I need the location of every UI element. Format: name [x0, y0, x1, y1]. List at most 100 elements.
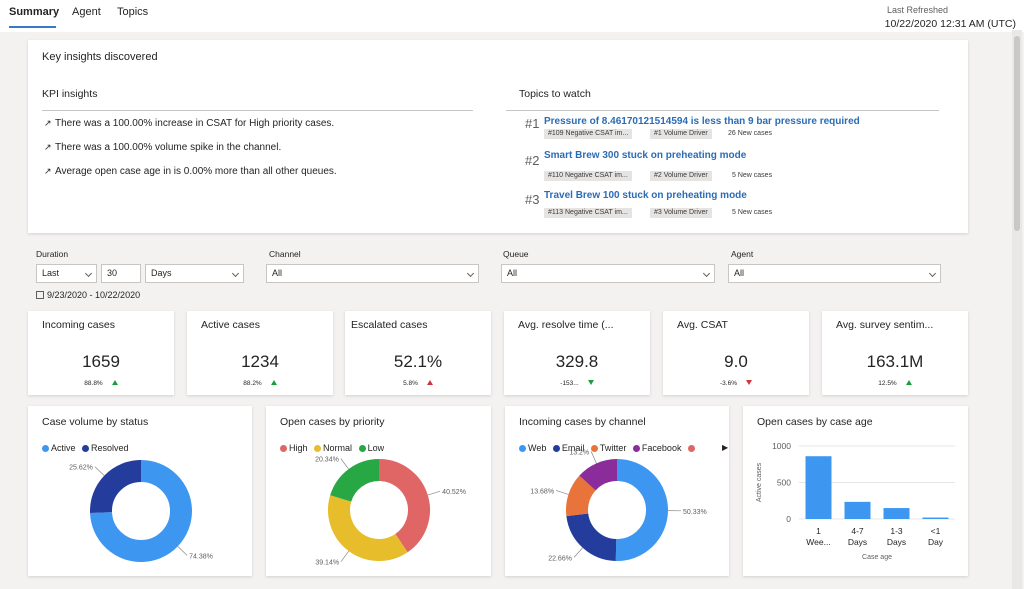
topic-tag-volume: #2 Volume Driver	[650, 171, 712, 181]
queue-select[interactable]: All	[501, 264, 715, 283]
bar-1[interactable]	[805, 456, 832, 519]
legend-dot	[314, 445, 322, 452]
chart-card-incoming-cases-by-channel: Incoming cases by channel Web Email Twit…	[505, 406, 729, 576]
duration-count-input[interactable]: 30	[101, 264, 141, 283]
legend-label: Active	[51, 443, 76, 453]
topic-link[interactable]: Travel Brew 100 stuck on preheating mode	[544, 190, 747, 201]
chart-card-open-cases-by-case-age: Open cases by case age 0 500 1000 Active ca…	[743, 406, 968, 576]
kpi-label: Incoming cases	[42, 319, 115, 331]
donut-slice-resolved[interactable]	[90, 460, 142, 513]
donut-slice-twitter[interactable]	[566, 475, 597, 517]
legend-dot	[632, 445, 640, 452]
tab-summary[interactable]: Summary	[9, 6, 60, 18]
data-label: 40.52%	[442, 489, 466, 496]
legend-item[interactable]: Resolved	[82, 443, 129, 453]
kpi-change-text: 88.8%	[84, 380, 103, 387]
date-range-text: 9/23/2020 - 10/22/2020	[47, 290, 141, 300]
x-tick-label: 1-3	[890, 526, 903, 536]
topics-divider	[506, 110, 939, 111]
duration-mode-select[interactable]: Last	[36, 264, 97, 283]
vertical-scrollbar[interactable]	[1012, 30, 1022, 589]
donut-slice-facebook[interactable]	[579, 459, 618, 491]
topics-to-watch-title: Topics to watch	[519, 88, 591, 100]
data-label-leader	[590, 451, 597, 464]
last-refreshed-value: 10/22/2020 12:31 AM (UTC)	[884, 18, 1016, 30]
scrollbar-thumb[interactable]	[1014, 36, 1020, 231]
legend-label: Web	[528, 443, 547, 453]
kpi-insight-item: ↗ There was a 100.00% increase in CSAT fo…	[44, 118, 334, 129]
donut-slice-email[interactable]	[566, 512, 617, 561]
bar-2[interactable]	[844, 501, 871, 519]
duration-unit-value: Days	[151, 268, 172, 278]
duration-count-value: 30	[107, 268, 118, 278]
kpi-change-text: 5.8%	[403, 380, 418, 387]
x-tick-label: Wee...	[806, 537, 830, 547]
legend-item[interactable]: Twitter	[590, 443, 627, 453]
kpi-insights-title: KPI insights	[42, 88, 98, 100]
queue-label: Queue	[503, 249, 529, 259]
donut-slice-web[interactable]	[615, 459, 668, 561]
legend-next-icon[interactable]: ▶	[722, 443, 729, 452]
data-label-leader	[427, 490, 441, 496]
chevron-down-icon	[466, 269, 475, 278]
data-label: 74.38%	[189, 553, 213, 560]
legend-item[interactable]: Low	[358, 443, 384, 453]
y-tick-label: 0	[786, 514, 791, 524]
agent-label: Agent	[731, 249, 754, 259]
chart-card-open-cases-by-priority: Open cases by priority High Normal Low 4…	[266, 406, 491, 576]
topic-link[interactable]: Smart Brew 300 stuck on preheating mode	[544, 150, 747, 161]
duration-unit-select[interactable]: Days	[145, 264, 244, 283]
data-label-leader	[555, 490, 569, 495]
chevron-down-icon	[84, 269, 93, 278]
topic-rank: #2	[525, 153, 540, 168]
channel-select[interactable]: All	[266, 264, 479, 283]
chart-legend: Web Email Twitter Facebook	[519, 443, 701, 453]
kpi-card-active-cases[interactable]: Active cases 1234 88.2%	[187, 311, 333, 395]
data-label: 13.2%	[569, 449, 589, 456]
topic-link[interactable]: Pressure of 8.46170121514594 is less tha…	[544, 116, 860, 127]
kpi-value: 163.1M	[866, 352, 924, 371]
data-label: 25.62%	[69, 465, 93, 472]
data-label: 50.33%	[683, 509, 707, 516]
kpi-card-avg-csat[interactable]: Avg. CSAT 9.0 -3.6%	[663, 311, 809, 395]
legend-item[interactable]: Active	[42, 443, 76, 453]
trend-down-icon	[587, 380, 594, 385]
donut-slice-active[interactable]	[90, 460, 192, 562]
legend-item[interactable]: High	[280, 443, 308, 453]
tab-agent[interactable]: Agent	[72, 6, 101, 18]
legend-item[interactable]: Email	[552, 443, 584, 453]
channel-label: Channel	[269, 249, 301, 259]
kpi-card-avg-resolve-time[interactable]: Avg. resolve time (... 329.8 -153...	[504, 311, 650, 395]
donut-slice-normal[interactable]	[328, 495, 408, 561]
chevron-down-icon	[702, 269, 711, 278]
kpi-insight-text: There was a 100.00% volume spike in the …	[55, 142, 282, 153]
donut-chart-priority: 40.52% 39.14% 20.34%	[315, 457, 466, 567]
kpi-change: 88.2%	[187, 380, 333, 387]
legend-item[interactable]: Normal	[314, 443, 352, 453]
kpi-value: 9.0	[724, 352, 748, 371]
kpi-change-text: 88.2%	[243, 380, 262, 387]
legend-dot	[552, 445, 560, 452]
kpi-change-text: -3.6%	[720, 380, 737, 387]
chevron-down-icon	[231, 269, 240, 278]
agent-select[interactable]: All	[728, 264, 941, 283]
legend-item[interactable]: Facebook	[632, 443, 682, 453]
kpi-card-incoming-cases[interactable]: Incoming cases 1659 88.8%	[28, 311, 174, 395]
kpi-card-avg-survey-sentiment[interactable]: Avg. survey sentim... 163.1M 12.5%	[822, 311, 968, 395]
donut-slice-high[interactable]	[378, 459, 430, 553]
kpi-card-escalated-cases[interactable]: Escalated cases 52.1% 5.8%	[345, 311, 491, 395]
legend-dot	[280, 445, 287, 452]
legend-item[interactable]: Web	[519, 443, 546, 453]
legend-label: Facebook	[641, 443, 682, 453]
kpi-label: Avg. resolve time (...	[518, 319, 614, 331]
donut-chart-status: 74.38% 25.62%	[69, 460, 213, 562]
bar-4[interactable]	[922, 517, 949, 519]
channel-value: All	[272, 268, 283, 278]
donut-chart-channel: 50.33% 22.66% 13.68% 13.2%	[530, 449, 707, 562]
bar-3[interactable]	[883, 508, 910, 519]
kpi-insight-item: ↗ Average open case age in is 0.00% more …	[44, 166, 337, 177]
data-label: 20.34%	[315, 457, 339, 464]
tab-topics[interactable]: Topics	[117, 6, 149, 18]
legend-label: Twitter	[599, 443, 627, 453]
donut-slice-low[interactable]	[330, 459, 380, 503]
